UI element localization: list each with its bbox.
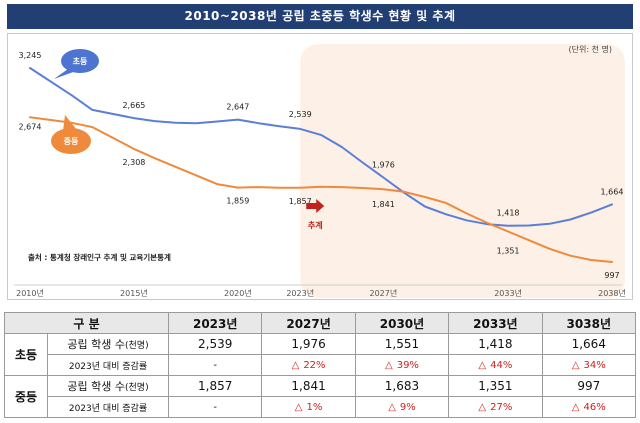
table-cell: 1,551 <box>354 333 450 355</box>
row-label-text: 공립 학생 수 <box>67 338 125 351</box>
data-label: 2,539 <box>289 110 312 119</box>
table-cell: 1,351 <box>448 375 543 397</box>
data-label: 1,857 <box>289 197 312 206</box>
table-cell: 1,841 <box>261 375 356 397</box>
series-line-elementary <box>29 67 613 227</box>
table-cell: 1,664 <box>541 333 637 355</box>
change-value: 39% <box>396 359 419 371</box>
change-cell: △ 34% <box>541 354 637 376</box>
decrease-triangle-icon: △ <box>571 359 580 371</box>
table-cell: 1,976 <box>261 333 356 355</box>
x-tick-label: 2015년 <box>120 288 148 298</box>
student-table: 구 분 2023년 2027년 2030년 2033년 3038년 초등 공립 … <box>4 312 637 418</box>
change-value: 46% <box>583 401 606 413</box>
table-header-year: 2033년 <box>448 312 543 334</box>
table-header-year: 2030년 <box>354 312 450 334</box>
chart-title: 2010~2038년 공립 초중등 학생수 현황 및 추계 <box>7 4 633 29</box>
table-row: 2023년 대비 증감률 - △ 22% △ 39% △ 44% △ 34% <box>5 354 637 376</box>
group-label-secondary: 중등 <box>4 375 48 418</box>
change-cell: △ 27% <box>448 396 543 418</box>
table-header-year: 3038년 <box>541 312 637 334</box>
x-tick-label: 2033년 <box>494 288 522 298</box>
table-header-category: 구 분 <box>4 312 169 334</box>
data-label: 1,976 <box>372 161 395 170</box>
x-tick-label: 2020년 <box>224 288 252 298</box>
table-cell: 1,683 <box>354 375 450 397</box>
decrease-triangle-icon: △ <box>478 401 487 413</box>
data-label: 2,665 <box>122 101 145 110</box>
table-cell: - <box>167 396 263 418</box>
data-label: 1,841 <box>372 200 395 209</box>
projection-label: 추계 <box>308 220 323 230</box>
legend-label-elementary: 초등 <box>73 57 88 66</box>
change-cell: △ 9% <box>354 396 450 418</box>
row-label-change: 2023년 대비 증감률 <box>47 354 169 376</box>
data-label: 1,418 <box>497 209 520 218</box>
table-header-row: 구 분 2023년 2027년 2030년 2033년 3038년 <box>4 312 637 334</box>
x-tick-label: 2038년 <box>598 288 626 298</box>
table-row: 초등 공립 학생 수(천명) 2,539 1,976 1,551 1,418 1… <box>4 333 637 376</box>
legend-bubble-tail <box>54 69 76 79</box>
decrease-triangle-icon: △ <box>385 359 393 371</box>
change-value: 22% <box>303 359 326 371</box>
series-line-secondary <box>29 116 613 263</box>
table-header-year: 2027년 <box>261 312 356 334</box>
line-chart: (단위: 천 명) 2010년 2015년 2020년 2023년 2027년 2033년 2… <box>14 44 626 298</box>
row-label-students: 공립 학생 수(천명) <box>47 375 169 397</box>
x-tick-label: 2027년 <box>369 288 397 298</box>
table-cell: 1,857 <box>167 375 263 397</box>
decrease-triangle-icon: △ <box>294 401 303 413</box>
chart-frame <box>7 33 633 300</box>
legend-label-secondary: 중등 <box>64 137 79 146</box>
table-cell: 1,418 <box>448 333 543 355</box>
data-label: 2,647 <box>226 103 249 112</box>
legend-bubble-tail <box>63 115 77 131</box>
legend-bubble-secondary <box>51 128 91 154</box>
change-value: 9% <box>399 401 416 413</box>
data-label: 3,245 <box>19 51 42 60</box>
data-label: 1,351 <box>497 246 520 255</box>
change-cell: △ 44% <box>448 354 543 376</box>
data-label: 2,674 <box>19 122 42 131</box>
decrease-triangle-icon: △ <box>571 401 580 413</box>
x-tick-label: 2023년 <box>286 288 314 298</box>
table-cell: 997 <box>541 375 637 397</box>
data-label: 2,308 <box>122 158 145 167</box>
unit-label: (단위: 천 명) <box>569 44 612 54</box>
data-label: 1,859 <box>226 197 249 206</box>
change-value: 44% <box>490 359 513 371</box>
row-label-text: 공립 학생 수 <box>67 380 125 393</box>
data-label: 1,664 <box>601 187 624 196</box>
change-cell: △ 39% <box>354 354 450 376</box>
group-label-elementary: 초등 <box>4 333 48 376</box>
change-value: 27% <box>490 401 513 413</box>
source-note: 출처 : 통계청 장래인구 추계 및 교육기본통계 <box>28 252 171 262</box>
table-cell: - <box>167 354 263 376</box>
table-cell: 2,539 <box>167 333 263 355</box>
row-label-students: 공립 학생 수(천명) <box>47 333 169 355</box>
projection-area <box>300 44 625 298</box>
change-value: 34% <box>583 359 606 371</box>
decrease-triangle-icon: △ <box>478 359 487 371</box>
table-row: 중등 공립 학생 수(천명) 1,857 1,841 1,683 1,351 9… <box>4 375 637 418</box>
legend-bubble-elementary <box>61 49 99 73</box>
row-label-unit: (천명) <box>125 341 149 351</box>
decrease-triangle-icon: △ <box>388 401 396 413</box>
change-cell: △ 1% <box>261 396 356 418</box>
decrease-triangle-icon: △ <box>291 359 300 371</box>
table-row: 2023년 대비 증감률 - △ 1% △ 9% △ 27% △ 46% <box>5 396 637 418</box>
table-header-year: 2023년 <box>167 312 263 334</box>
row-label-unit: (천명) <box>125 383 149 393</box>
row-label-change: 2023년 대비 증감률 <box>47 396 169 418</box>
change-value: 1% <box>306 401 323 413</box>
change-cell: △ 22% <box>261 354 356 376</box>
change-cell: △ 46% <box>541 396 637 418</box>
projection-arrow-icon <box>306 199 325 213</box>
data-label: 997 <box>604 271 619 280</box>
x-tick-label: 2010년 <box>16 288 44 298</box>
